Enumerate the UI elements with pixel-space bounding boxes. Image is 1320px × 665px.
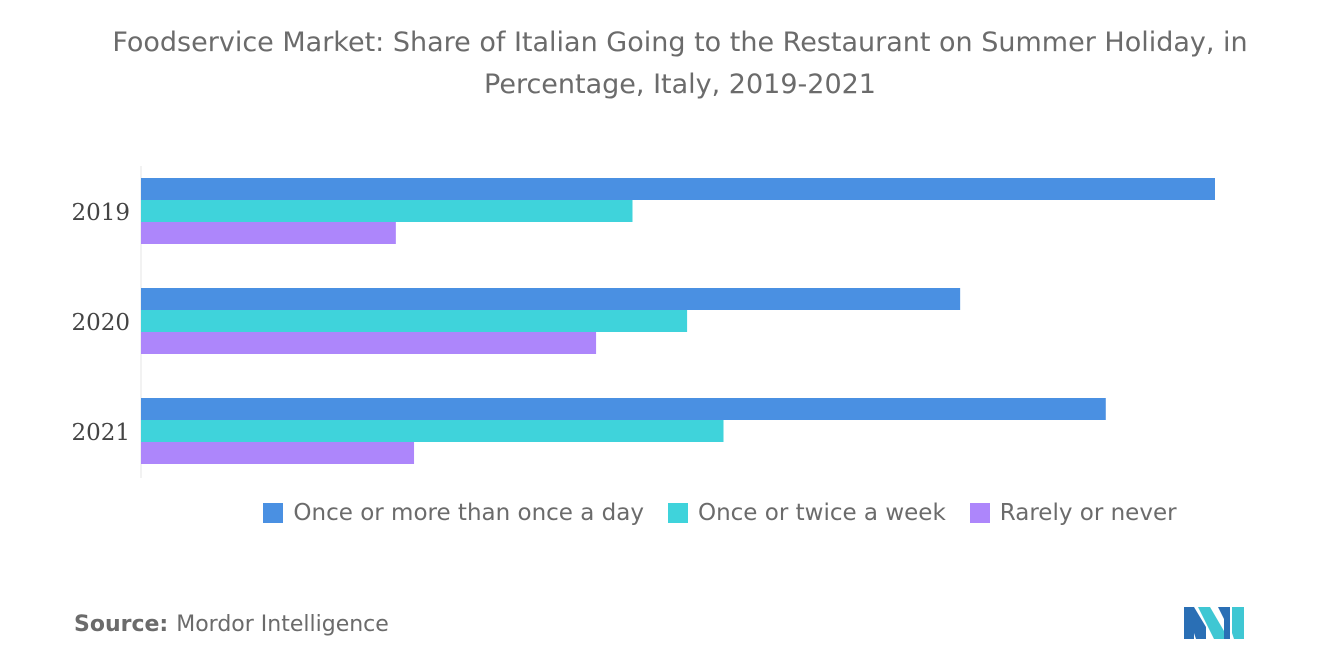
bar-2019-series-3 (141, 222, 396, 244)
y-tick-label: 2019 (71, 200, 130, 226)
bar-2021-series-1 (141, 398, 1106, 420)
legend-label-weekly: Once or twice a week (697, 500, 946, 526)
legend: Once or more than once a day Once or twi… (0, 500, 1320, 526)
source-label: Source: (74, 612, 169, 637)
bar-2021-series-2 (141, 420, 724, 442)
bar-2020-series-3 (141, 332, 597, 354)
bar-2019-series-1 (141, 178, 1215, 200)
bar-2019-series-2 (141, 200, 633, 222)
legend-item-weekly: Once or twice a week (667, 500, 946, 526)
legend-swatch-daily (263, 503, 284, 523)
chart-title: Foodservice Market: Share of Italian Goi… (112, 27, 1248, 100)
y-tick-label: 2020 (71, 310, 130, 336)
mordor-intelligence-logo (1184, 607, 1244, 639)
bar-2020-series-2 (141, 310, 688, 332)
bar-2020-series-1 (141, 288, 961, 310)
bar-2021-series-3 (141, 442, 415, 464)
legend-swatch-rarely (969, 503, 990, 523)
source-text: Mordor Intelligence (176, 612, 389, 637)
source-note: Source: Mordor Intelligence (74, 612, 389, 637)
legend-label-daily: Once or more than once a day (293, 500, 644, 526)
legend-label-rarely: Rarely or never (999, 500, 1177, 526)
legend-swatch-weekly (667, 503, 688, 523)
bar-chart: 2019 2020 2021 (71, 166, 1215, 478)
legend-item-daily: Once or more than once a day (263, 500, 644, 526)
y-tick-label: 2021 (71, 420, 130, 446)
legend-item-rarely: Rarely or never (969, 500, 1177, 526)
